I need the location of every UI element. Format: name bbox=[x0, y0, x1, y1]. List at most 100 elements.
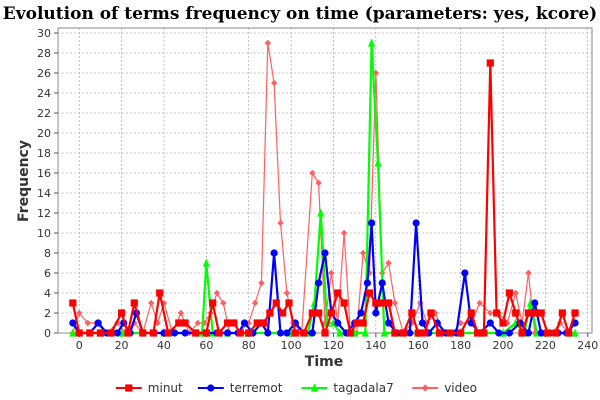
data-point-video bbox=[340, 229, 348, 237]
data-point-minut bbox=[315, 309, 323, 317]
data-point-minut bbox=[480, 329, 488, 337]
data-point-minut bbox=[473, 329, 482, 337]
data-point-terremot bbox=[418, 319, 427, 327]
x-tick-label: 60 bbox=[199, 339, 213, 352]
data-point-minut bbox=[435, 329, 444, 337]
data-point-minut bbox=[209, 299, 217, 307]
data-point-video bbox=[512, 289, 519, 297]
data-point-minut bbox=[181, 319, 189, 327]
data-point-minut bbox=[117, 309, 126, 317]
data-point-minut bbox=[353, 319, 361, 327]
data-point-minut bbox=[420, 329, 429, 337]
data-point-terremot bbox=[505, 329, 513, 337]
data-point-minut bbox=[86, 329, 94, 337]
data-point-video bbox=[213, 289, 221, 297]
y-tick-label: 2 bbox=[44, 307, 51, 320]
data-point-video bbox=[315, 179, 322, 187]
data-point-minut bbox=[107, 329, 115, 337]
data-point-video bbox=[309, 169, 316, 177]
data-point-minut bbox=[321, 329, 329, 337]
x-tick-label: 100 bbox=[281, 339, 302, 352]
legend-marker-minut bbox=[125, 384, 133, 392]
y-tick-label: 12 bbox=[37, 207, 51, 220]
legend-marker-terremot bbox=[207, 384, 215, 392]
legend-item-terremot: terremot bbox=[197, 381, 283, 395]
data-point-minut bbox=[391, 329, 399, 337]
data-point-minut bbox=[96, 329, 104, 337]
data-point-minut bbox=[236, 329, 244, 337]
data-point-minut bbox=[346, 329, 355, 337]
legend-label-terremot: terremot bbox=[230, 381, 283, 395]
data-point-minut bbox=[571, 309, 579, 317]
data-point-video bbox=[264, 39, 271, 47]
data-point-terremot bbox=[283, 329, 291, 337]
y-tick-label: 24 bbox=[37, 87, 51, 100]
data-point-minut bbox=[291, 329, 299, 337]
data-point-tagadala7 bbox=[368, 38, 376, 47]
data-point-terremot bbox=[378, 279, 386, 287]
data-point-terremot bbox=[357, 309, 365, 317]
x-tick-label: 140 bbox=[365, 339, 386, 352]
data-point-terremot bbox=[537, 329, 545, 337]
y-tick-label: 4 bbox=[44, 287, 51, 300]
data-point-minut bbox=[457, 329, 465, 337]
data-point-minut bbox=[285, 299, 293, 307]
data-point-terremot bbox=[406, 329, 414, 337]
data-point-minut bbox=[230, 319, 238, 327]
data-point-minut bbox=[565, 329, 573, 337]
data-point-tagadala7 bbox=[69, 328, 77, 337]
data-point-minut bbox=[378, 299, 386, 307]
data-point-terremot bbox=[363, 279, 371, 287]
data-point-video bbox=[84, 319, 91, 327]
data-point-minut bbox=[124, 329, 132, 337]
data-point-terremot bbox=[264, 329, 272, 337]
data-point-tagadala7 bbox=[202, 258, 210, 267]
data-point-minut bbox=[543, 329, 552, 337]
y-tick-label: 6 bbox=[44, 267, 51, 280]
data-point-tagadala7 bbox=[380, 328, 388, 337]
x-tick-label: 120 bbox=[323, 339, 344, 352]
data-point-minut bbox=[359, 319, 367, 327]
data-point-minut bbox=[531, 309, 539, 317]
data-point-tagadala7 bbox=[317, 208, 325, 217]
series-layer bbox=[69, 38, 579, 337]
data-point-terremot bbox=[372, 309, 380, 317]
data-point-minut bbox=[340, 299, 348, 307]
data-point-minut bbox=[537, 309, 545, 317]
data-point-video bbox=[75, 309, 83, 317]
data-point-terremot bbox=[181, 329, 189, 337]
data-point-minut bbox=[372, 299, 380, 307]
data-point-terremot bbox=[94, 319, 102, 327]
x-tick-label: 180 bbox=[450, 339, 471, 352]
data-point-terremot bbox=[461, 269, 469, 277]
data-point-video bbox=[277, 219, 284, 227]
data-point-terremot bbox=[334, 319, 342, 327]
legend-label-tagadala7: tagadala7 bbox=[333, 381, 393, 395]
data-point-minut bbox=[253, 319, 261, 327]
series-minut bbox=[69, 59, 579, 337]
x-tick-label: 0 bbox=[76, 339, 83, 352]
data-point-video bbox=[476, 299, 483, 307]
data-point-video bbox=[328, 269, 335, 277]
legend: minut terremot tagadala7 video bbox=[115, 381, 477, 395]
data-point-terremot bbox=[495, 329, 503, 337]
x-tick-label: 200 bbox=[493, 339, 514, 352]
y-tick-label: 20 bbox=[37, 127, 51, 140]
legend-item-video: video bbox=[412, 381, 477, 395]
data-point-terremot bbox=[321, 249, 329, 257]
data-point-minut bbox=[512, 309, 520, 317]
data-point-minut bbox=[139, 329, 147, 337]
data-point-minut bbox=[552, 329, 560, 337]
x-tick-label: 80 bbox=[242, 339, 256, 352]
data-point-terremot bbox=[384, 319, 393, 327]
data-point-minut bbox=[279, 309, 287, 317]
data-point-minut bbox=[202, 329, 210, 337]
y-tick-label: 18 bbox=[37, 147, 51, 160]
data-point-terremot bbox=[531, 299, 539, 307]
y-tick-label: 28 bbox=[37, 47, 51, 60]
data-point-minut bbox=[75, 329, 83, 337]
legend-marker-tagadala7 bbox=[310, 383, 318, 392]
data-point-video bbox=[385, 259, 392, 267]
data-point-minut bbox=[524, 309, 533, 317]
data-point-minut bbox=[408, 309, 416, 317]
